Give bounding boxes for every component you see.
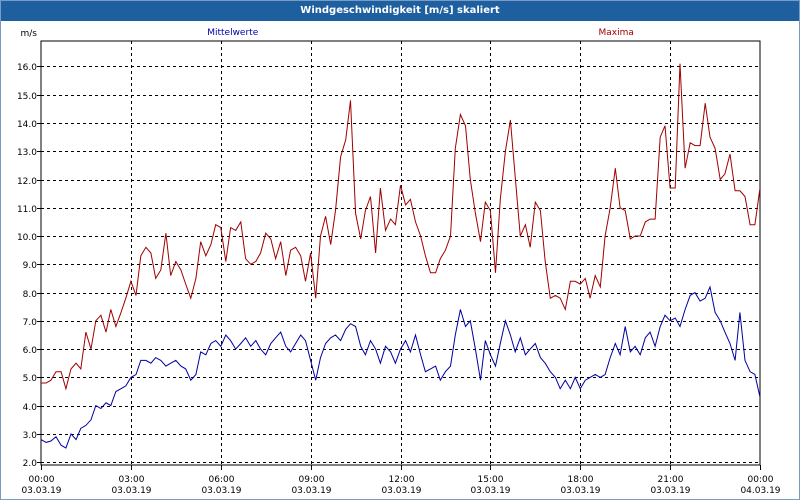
y-tick-label: 6.0 <box>23 346 38 356</box>
x-tick-date-label: 03.03.19 <box>111 486 151 496</box>
plot-area <box>40 40 761 466</box>
x-tick-date-label: 03.03.19 <box>650 486 690 496</box>
x-tick-time-label: 00:00 <box>29 475 55 485</box>
x-tick-time-label: 09:00 <box>299 475 325 485</box>
y-axis-unit-label: m/s <box>21 29 38 39</box>
x-tick-date-label: 03.03.19 <box>381 486 421 496</box>
x-tick-time-label: 03:00 <box>119 475 145 485</box>
y-tick-label: 12.0 <box>17 177 37 187</box>
series-line-mittelwerte <box>41 285 760 449</box>
x-tick-time-label: 15:00 <box>478 475 504 485</box>
wind-speed-chart: 2.0 3.0 4.0 5.0 6.0 7.0 8.0 9.0 10.0 11.0 12.0 13.0… <box>17 28 781 496</box>
x-tick-date-label: 03.03.19 <box>201 486 241 496</box>
x-tick-time-label: 00:00 <box>748 475 774 485</box>
y-tick-label: 16.0 <box>17 63 37 73</box>
x-tick-time-label: 18:00 <box>568 475 594 485</box>
y-tick-label: 14.0 <box>17 120 37 130</box>
y-tick-label: 13.0 <box>17 148 37 158</box>
x-tick-date-label: 03.03.19 <box>291 486 331 496</box>
x-tick-time-label: 21:00 <box>658 475 684 485</box>
legend-label-maxima: Maxima <box>599 28 634 38</box>
y-tick-label: 9.0 <box>23 261 38 271</box>
x-tick-date-label: 03.03.19 <box>560 486 600 496</box>
y-tick-label: 5.0 <box>23 374 38 384</box>
y-tick-label: 10.0 <box>17 233 37 243</box>
legend-label-mittelwerte: Mittelwerte <box>207 28 258 38</box>
y-tick-label: 11.0 <box>17 205 37 215</box>
x-tick-date-label: 03.03.19 <box>470 486 510 496</box>
chart-title: Windgeschwindigkeit [m/s] skaliert <box>1 1 799 21</box>
y-tick-label: 8.0 <box>23 290 38 300</box>
y-tick-label: 15.0 <box>17 92 37 102</box>
x-tick-time-label: 06:00 <box>209 475 235 485</box>
y-tick-label: 4.0 <box>23 403 38 413</box>
x-tick-date-label: 04.03.19 <box>740 486 780 496</box>
x-tick-time-label: 12:00 <box>389 475 415 485</box>
series-line-maxima <box>41 63 760 391</box>
y-tick-label: 7.0 <box>23 318 38 328</box>
x-tick-date-label: 03.03.19 <box>21 486 61 496</box>
y-tick-label: 2.0 <box>23 459 38 469</box>
y-tick-label: 3.0 <box>23 431 38 441</box>
